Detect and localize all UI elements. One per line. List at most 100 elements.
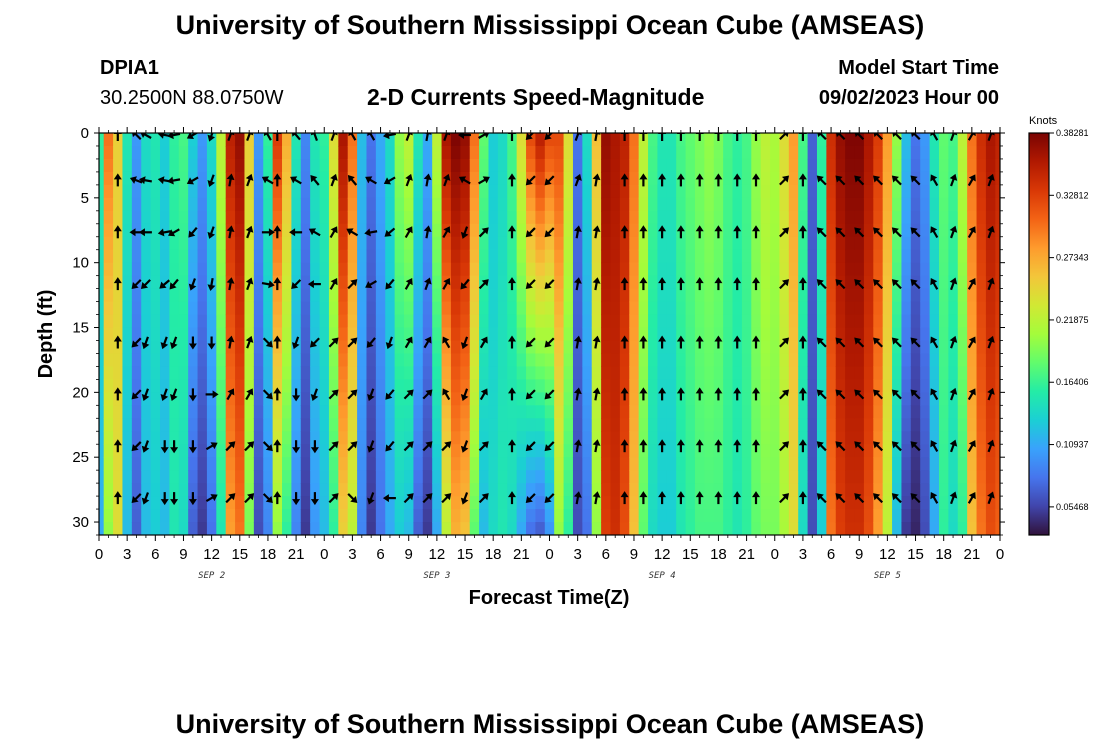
current-arrow-head [891, 389, 899, 397]
current-arrow [525, 133, 536, 140]
current-arrow-head [733, 277, 742, 284]
heatmap-cell [591, 444, 602, 458]
heatmap-cell [141, 483, 152, 497]
heatmap-cell [235, 210, 246, 225]
heatmap-cell [460, 340, 471, 355]
heatmap-cell [319, 236, 330, 251]
heatmap-cell [638, 405, 649, 419]
heatmap-cell [385, 353, 396, 368]
heatmap-cell [967, 262, 978, 277]
plot-subtitle: 2-D Currents Speed-Magnitude [367, 84, 705, 110]
heatmap-cell [779, 353, 790, 368]
heatmap-cell [99, 236, 105, 251]
current-arrow [226, 173, 235, 187]
heatmap-cell [488, 223, 499, 238]
heatmap-cell [976, 158, 987, 173]
current-arrow-head [544, 230, 552, 238]
heatmap-cell [113, 301, 124, 316]
heatmap-cell [328, 431, 339, 445]
current-arrow-head [573, 491, 582, 498]
heatmap-cell [99, 366, 105, 380]
current-arrow [658, 225, 667, 239]
heatmap-cell [582, 301, 593, 316]
heatmap-cell [216, 288, 227, 303]
heatmap-cell [835, 418, 846, 432]
heatmap-cell [582, 496, 593, 510]
heatmap-cell [366, 145, 377, 160]
heatmap-cell [666, 353, 677, 368]
heatmap-cell [103, 522, 114, 535]
heatmap-cell [544, 314, 555, 329]
heatmap-cell [422, 379, 433, 393]
heatmap-cell [253, 353, 264, 368]
heatmap-cell [347, 379, 358, 393]
current-arrow-head [160, 499, 169, 506]
current-arrow-head [930, 492, 938, 500]
x-tick-label: 12 [654, 546, 671, 563]
heatmap-cell [910, 314, 921, 329]
heatmap-cell [450, 431, 461, 445]
heatmap-cell [432, 457, 443, 471]
heatmap-cell [216, 483, 227, 497]
current-arrow [573, 387, 582, 401]
heatmap-cell [263, 353, 274, 368]
heatmap-cell [450, 522, 461, 535]
heatmap-cell [479, 392, 490, 406]
heatmap-cell [216, 431, 227, 445]
heatmap-cell [751, 158, 762, 173]
heatmap-cell [357, 314, 368, 329]
current-arrow [658, 387, 667, 401]
heatmap-cell [441, 288, 452, 303]
current-arrow-head [160, 342, 169, 350]
current-arrow-head [113, 335, 122, 342]
heatmap-cell [535, 171, 546, 186]
heatmap-cell [957, 133, 968, 147]
heatmap-cell [150, 379, 161, 393]
heatmap-cell [216, 184, 227, 199]
heatmap-cell [347, 314, 358, 329]
heatmap-cell [760, 133, 771, 147]
heatmap-cell [826, 249, 837, 264]
heatmap-cell [694, 158, 705, 173]
heatmap-cell [385, 327, 396, 342]
heatmap-cell [892, 392, 903, 406]
heatmap-cell [131, 171, 142, 186]
heatmap-cell [497, 496, 508, 510]
heatmap-cell [938, 133, 949, 147]
current-arrow [225, 493, 236, 504]
heatmap-cell [901, 431, 912, 445]
heatmap-cell [713, 522, 724, 535]
current-arrow [169, 388, 178, 401]
heatmap-cell [432, 314, 443, 329]
heatmap-cell [253, 379, 264, 393]
heatmap-cell [99, 133, 105, 147]
heatmap-cell [385, 262, 396, 277]
heatmap-cell [732, 158, 743, 173]
heatmap-cell [882, 133, 893, 147]
heatmap-cell [347, 483, 358, 497]
heatmap-cell [835, 457, 846, 471]
heatmap-cell [150, 483, 161, 497]
heatmap-cell [479, 522, 490, 535]
heatmap-cell [826, 223, 837, 238]
heatmap-cell [169, 314, 180, 329]
heatmap-cell [835, 431, 846, 445]
heatmap-cell [920, 379, 931, 393]
heatmap-cell [178, 418, 189, 432]
current-arrow [262, 337, 273, 348]
heatmap-cell [751, 210, 762, 225]
current-arrow [967, 388, 976, 401]
heatmap-cell [685, 327, 696, 342]
heatmap-cell [929, 509, 940, 523]
heatmap-cell [497, 184, 508, 199]
heatmap-cell [235, 483, 246, 497]
heatmap-cell [863, 314, 874, 329]
heatmap-cell [788, 249, 799, 264]
heatmap-cell [113, 405, 124, 419]
heatmap-cell [460, 405, 471, 419]
heatmap-cell [854, 457, 865, 471]
heatmap-cell [338, 431, 349, 445]
heatmap-cell [122, 392, 133, 406]
current-arrow-head [695, 225, 704, 232]
current-arrow-head [480, 336, 488, 344]
